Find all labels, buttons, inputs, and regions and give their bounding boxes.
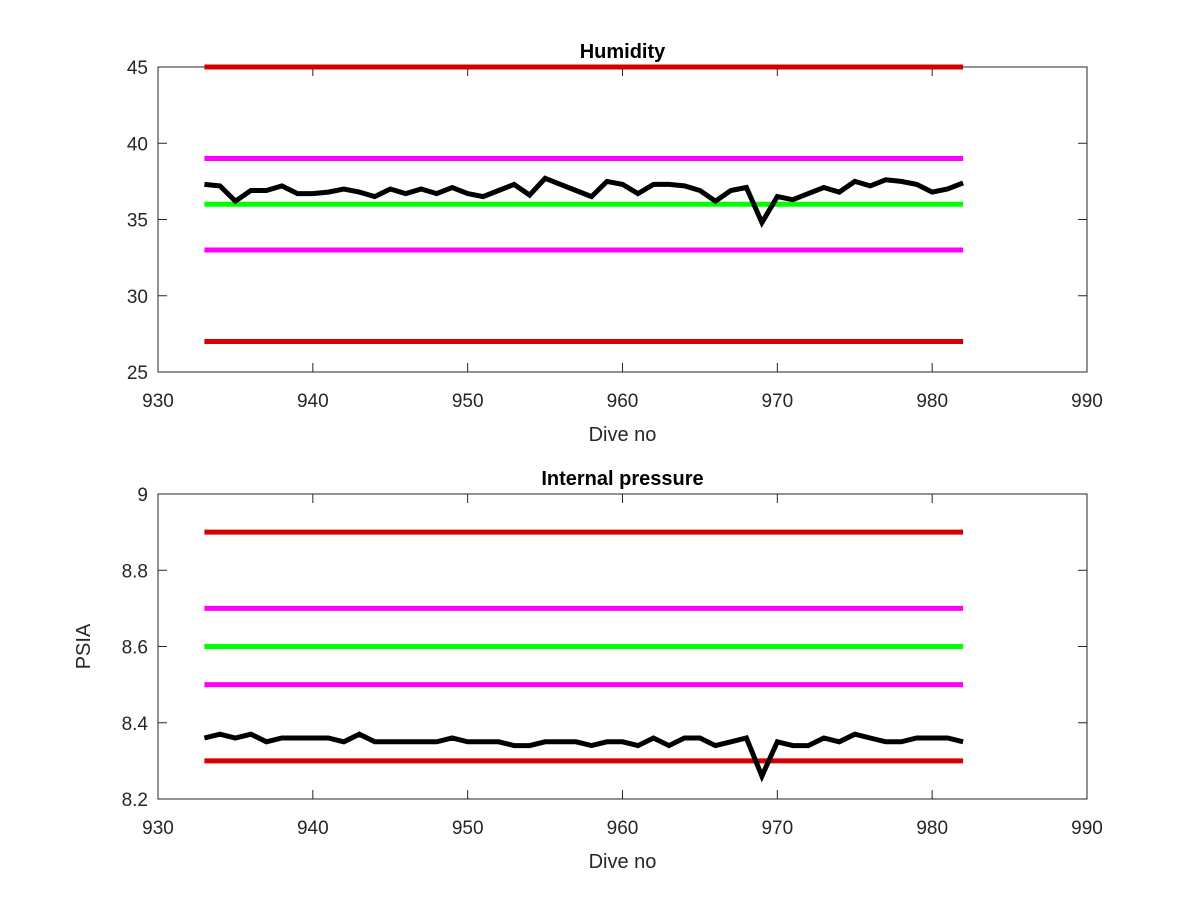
chart-title: Internal pressure bbox=[541, 468, 703, 490]
y-tick-label: 30 bbox=[127, 287, 148, 308]
data-series-line bbox=[204, 175, 965, 229]
x-tick-label: 990 bbox=[1071, 391, 1103, 412]
data-series-line bbox=[203, 731, 964, 783]
x-axis-label: Dive no bbox=[589, 424, 657, 446]
subplot-1: 930 940 950 960 970 980 990 25 30 35 40 45 Humidity D… bbox=[127, 41, 1103, 446]
x-tick-label: 940 bbox=[297, 818, 329, 839]
y-tick-label: 8.2 bbox=[122, 790, 148, 811]
y-tick-label: 9 bbox=[137, 485, 148, 506]
x-tick-label: 970 bbox=[761, 818, 793, 839]
y-tick-label: 35 bbox=[127, 211, 148, 232]
subplot-2: 930 940 950 960 970 980 990 8.2 8.4 8.6 8.8 9 Intern… bbox=[73, 468, 1103, 873]
chart-title: Humidity bbox=[580, 41, 666, 63]
x-tick-label: 980 bbox=[916, 391, 948, 412]
y-tick-label: 40 bbox=[127, 134, 148, 155]
x-tick-label: 970 bbox=[761, 391, 793, 412]
x-tick-label: 930 bbox=[142, 391, 174, 412]
y-tick-label: 8.8 bbox=[122, 561, 148, 582]
x-tick-label: 950 bbox=[452, 391, 484, 412]
x-tick-label: 960 bbox=[607, 391, 639, 412]
plot-area bbox=[157, 66, 1088, 373]
x-tick-label: 930 bbox=[142, 818, 174, 839]
x-tick-label: 960 bbox=[607, 818, 639, 839]
x-tick-label: 990 bbox=[1071, 818, 1103, 839]
y-tick-label: 45 bbox=[127, 58, 148, 79]
y-tick-label: 8.4 bbox=[122, 714, 149, 735]
y-axis-label: PSIA bbox=[73, 623, 95, 669]
x-tick-label: 950 bbox=[452, 818, 484, 839]
x-axis-label: Dive no bbox=[589, 851, 657, 873]
y-tick-label: 25 bbox=[127, 363, 148, 384]
x-tick-label: 980 bbox=[916, 818, 948, 839]
x-tick-label: 940 bbox=[297, 391, 329, 412]
y-tick-label: 8.6 bbox=[122, 638, 148, 659]
